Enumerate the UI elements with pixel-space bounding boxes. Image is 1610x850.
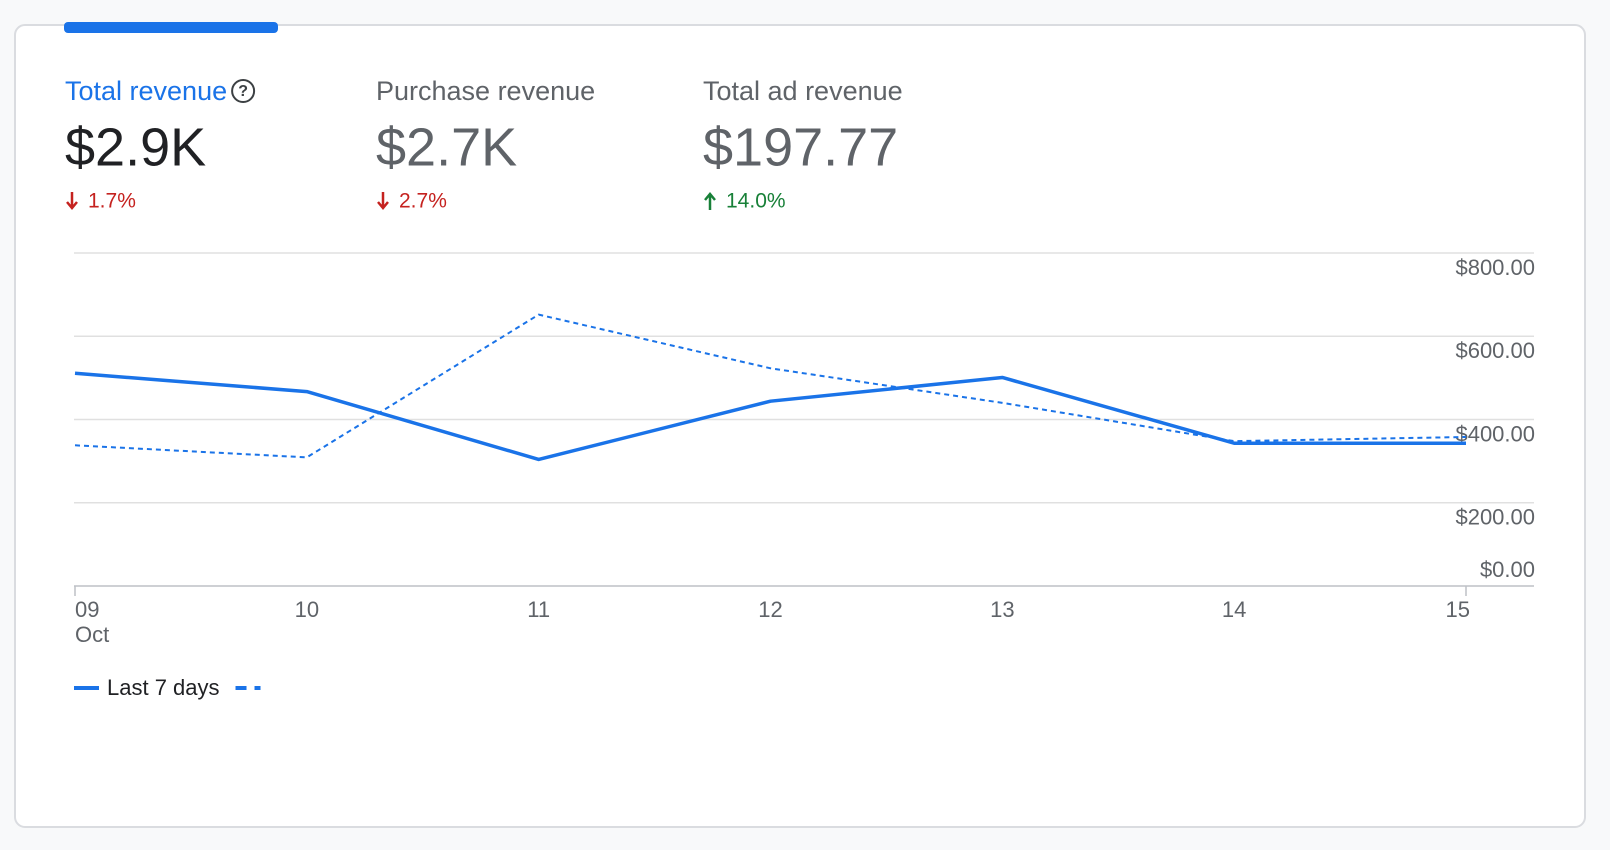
help-icon-mark: ? xyxy=(238,83,248,100)
metric-title[interactable]: Total ad revenue xyxy=(703,76,903,106)
x-tick-label: 15 xyxy=(1446,597,1470,622)
x-tick-label: 11 xyxy=(527,597,550,622)
y-tick-label: $600.00 xyxy=(1455,338,1535,363)
y-tick-label: $800.00 xyxy=(1455,255,1535,280)
metric-title[interactable]: Purchase revenue xyxy=(376,76,595,106)
metric-change: 1.7% xyxy=(88,190,136,213)
change-arrow xyxy=(377,192,389,210)
x-tick-label: 14 xyxy=(1222,597,1246,622)
card xyxy=(14,24,1586,828)
series-line xyxy=(74,313,1467,459)
metric-title[interactable]: Total revenue xyxy=(65,76,227,106)
x-month-label: Oct xyxy=(75,622,109,647)
selected-tab-indicator xyxy=(64,22,278,33)
change-arrow xyxy=(704,192,716,210)
metric-value: $2.7K xyxy=(376,117,517,177)
y-tick-label: $400.00 xyxy=(1455,421,1535,446)
x-tick-label: 13 xyxy=(990,597,1014,622)
metric-value: $2.9K xyxy=(65,117,206,177)
y-tick-label: $0.00 xyxy=(1480,557,1535,582)
legend-label: Last 7 days xyxy=(107,675,220,700)
x-tick-label: 10 xyxy=(295,597,319,622)
metric-value: $197.77 xyxy=(703,117,898,177)
metric-change: 2.7% xyxy=(399,190,447,213)
y-tick-label: $200.00 xyxy=(1455,505,1535,530)
metric-change: 14.0% xyxy=(726,190,786,213)
change-arrow xyxy=(66,192,78,210)
x-tick-label: 09 xyxy=(75,597,99,622)
help-icon[interactable] xyxy=(231,79,256,103)
x-tick-label: 12 xyxy=(758,597,782,622)
series-line xyxy=(74,371,1466,462)
